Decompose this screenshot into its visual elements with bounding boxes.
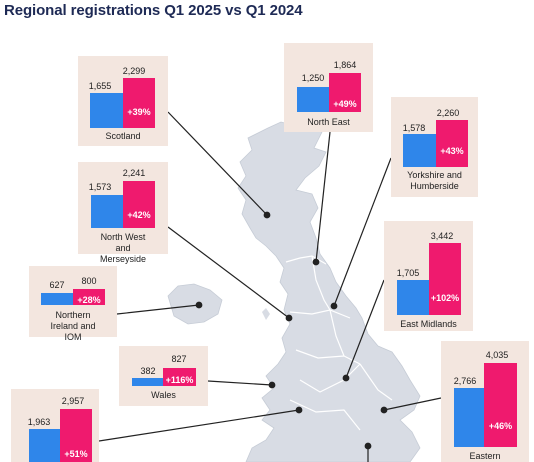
- bar-q1-2024: [397, 280, 429, 315]
- value-2025: 3,442: [430, 231, 454, 241]
- bar-q1-2024: [29, 429, 60, 462]
- value-2025: 1,864: [333, 60, 357, 70]
- value-2025: 4,035: [485, 350, 509, 360]
- change-label: +39%: [127, 107, 151, 117]
- value-2025: 2,260: [436, 108, 460, 118]
- region-name: North West and Merseyside: [99, 232, 146, 264]
- bar-q1-2025: [484, 363, 517, 447]
- bar-q1-2025: [436, 120, 468, 167]
- change-label: +102%: [430, 293, 460, 303]
- value-2025: 2,299: [122, 66, 146, 76]
- card-east-midlands: 1,705 3,442 +102% East Midlands: [384, 221, 473, 331]
- isle-of-man-shape: [262, 308, 270, 320]
- card-west-midlands: 1,963 2,957 +51%: [11, 389, 99, 462]
- bar-q1-2024: [90, 93, 123, 128]
- change-label: +43%: [440, 146, 464, 156]
- northern-ireland-shape: [167, 283, 223, 325]
- value-2025: 827: [171, 354, 187, 364]
- change-label: +51%: [64, 449, 88, 459]
- bar-q1-2024: [132, 378, 163, 386]
- value-2024: 1,963: [27, 417, 51, 427]
- bar-q1-2025: [123, 78, 155, 128]
- region-name: East Midlands: [400, 319, 457, 329]
- change-label: +42%: [127, 210, 151, 220]
- region-name: Northern Ireland and IOM: [50, 310, 96, 342]
- card-eastern: 2,766 4,035 +46% Eastern: [441, 341, 529, 462]
- bar-q1-2025: [429, 243, 461, 315]
- region-name: Scotland: [105, 131, 141, 141]
- bar-q1-2024: [297, 87, 329, 112]
- change-label: +49%: [333, 99, 357, 109]
- leader-lines: [98, 111, 442, 462]
- bar-q1-2025: [73, 289, 105, 305]
- region-name: North East: [307, 117, 350, 127]
- card-wales: 382 827 +116% Wales: [119, 346, 208, 406]
- chart-title: Regional registrations Q1 2025 vs Q1 202…: [4, 2, 303, 19]
- card-yorkshire: 1,578 2,260 +43% Yorkshire and Humbersid…: [391, 97, 478, 197]
- region-name: Wales: [151, 390, 176, 400]
- value-2025: 2,957: [61, 396, 85, 406]
- bar-q1-2024: [403, 134, 436, 167]
- value-2024: 2,766: [453, 376, 477, 386]
- change-label: +46%: [488, 421, 513, 431]
- bar-q1-2025: [123, 181, 155, 228]
- bar-q1-2024: [454, 388, 484, 447]
- bar-q1-2024: [41, 293, 73, 305]
- value-2024: 1,573: [88, 182, 112, 192]
- value-2024: 1,250: [301, 73, 325, 83]
- great-britain-shape: [237, 121, 421, 462]
- change-label: +116%: [165, 375, 194, 385]
- bar-q1-2025: [329, 73, 361, 112]
- card-northern-ireland: 627 800 +28% Northern Ireland and IOM: [29, 266, 117, 342]
- bar-q1-2025: [163, 368, 196, 386]
- value-2024: 382: [140, 366, 156, 376]
- region-borders: [285, 255, 393, 431]
- card-north-west: 1,573 2,241 +42% North West and Merseysi…: [78, 162, 168, 264]
- region-name: Yorkshire and Humberside: [407, 170, 462, 191]
- value-2024: 627: [49, 280, 65, 290]
- change-label: +28%: [77, 295, 101, 305]
- value-2024: 1,705: [396, 268, 420, 278]
- value-2025: 800: [81, 276, 97, 286]
- card-scotland: 1,655 2,299 +39% Scotland: [78, 56, 168, 146]
- bar-q1-2024: [91, 195, 123, 228]
- value-2024: 1,655: [88, 81, 112, 91]
- value-2024: 1,578: [402, 123, 426, 133]
- region-name: Eastern: [469, 451, 501, 461]
- bar-q1-2025: [60, 409, 92, 462]
- value-2025: 2,241: [122, 168, 146, 178]
- card-north-east: 1,250 1,864 +49% North East: [284, 43, 373, 132]
